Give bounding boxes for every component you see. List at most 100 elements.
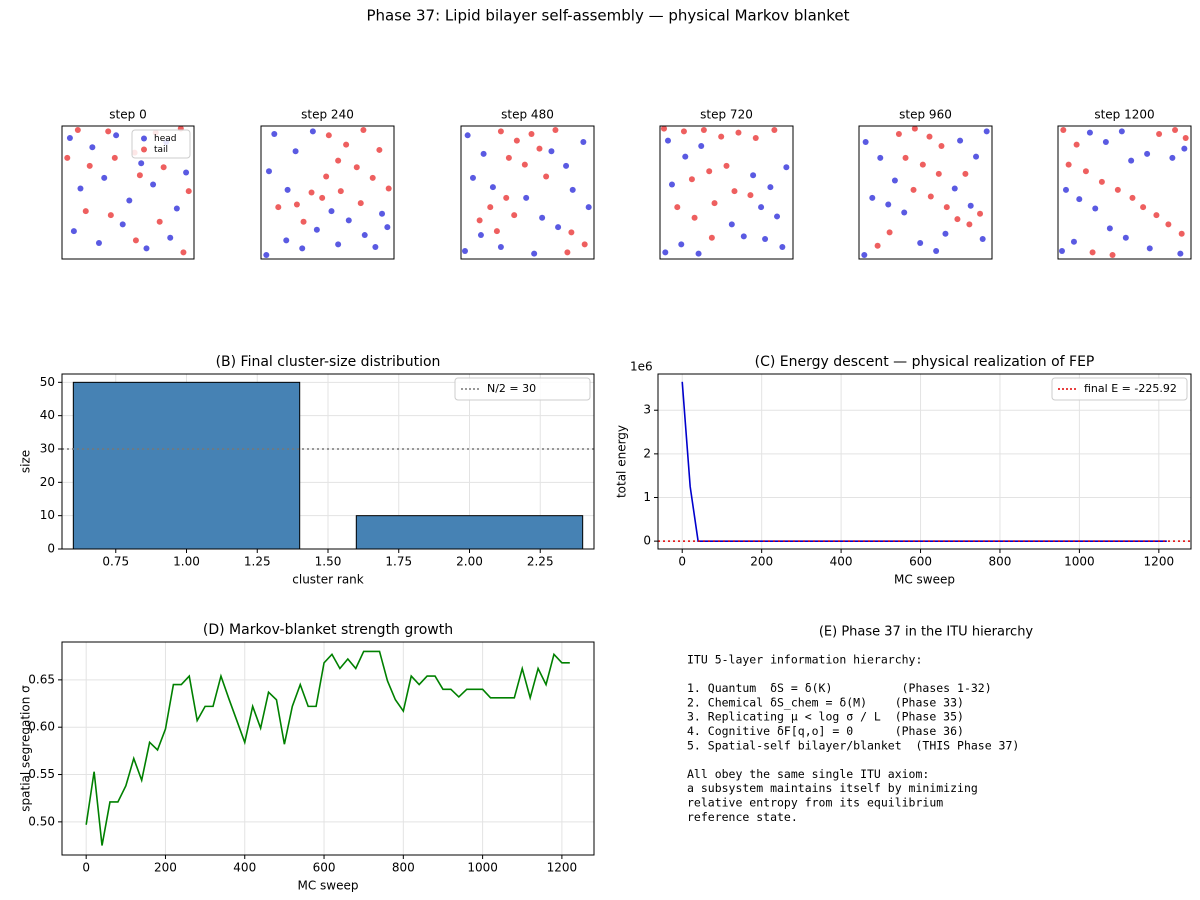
- particle: [66, 134, 73, 141]
- particle: [111, 154, 118, 161]
- particle: [74, 126, 81, 133]
- particle: [664, 137, 671, 144]
- particle: [910, 186, 917, 193]
- particle: [973, 153, 980, 160]
- particle: [357, 200, 364, 207]
- text-line: 3. Replicating μ < log σ / L (Phase 35): [687, 710, 964, 724]
- particle: [750, 172, 757, 179]
- particle: [935, 170, 942, 177]
- axes-frame: [61, 641, 595, 856]
- particle: [335, 241, 342, 248]
- x-tick-label: 200: [154, 861, 177, 875]
- particle: [862, 138, 869, 145]
- y-axis-label: size: [19, 450, 33, 473]
- particle: [523, 194, 530, 201]
- particle: [983, 128, 990, 135]
- x-tick-label: 200: [750, 555, 773, 569]
- y-tick-label: 40: [40, 408, 55, 422]
- particle: [119, 221, 126, 228]
- particle: [1169, 154, 1176, 161]
- text-line: reference state.: [687, 810, 798, 824]
- particle: [319, 194, 326, 201]
- particle: [891, 177, 898, 184]
- particle: [552, 126, 559, 133]
- particle: [64, 154, 71, 161]
- particle: [493, 228, 500, 235]
- particle: [1144, 150, 1151, 157]
- particle: [1178, 230, 1185, 237]
- particle: [902, 154, 909, 161]
- particle: [1181, 145, 1188, 152]
- axis-offset-label: 1e6: [630, 360, 653, 374]
- particle: [1140, 204, 1147, 211]
- particle: [263, 252, 270, 259]
- panel-title: (D) Markov-blanket strength growth: [203, 622, 453, 638]
- particle: [678, 241, 685, 248]
- particle: [293, 201, 300, 208]
- particle: [105, 128, 112, 135]
- y-tick-label: 0.65: [28, 672, 55, 686]
- x-tick-label: 0.75: [102, 555, 129, 569]
- particle: [877, 154, 884, 161]
- particle: [660, 125, 667, 132]
- particle: [353, 164, 360, 171]
- particle: [82, 208, 89, 215]
- particle: [723, 162, 730, 169]
- particle: [1082, 168, 1089, 175]
- x-tick-label: 1.25: [244, 555, 271, 569]
- particle: [86, 162, 93, 169]
- particle: [919, 161, 926, 168]
- particle: [299, 245, 306, 252]
- axes-frame: [1057, 125, 1192, 260]
- particle: [1060, 126, 1067, 133]
- particle: [1118, 128, 1125, 135]
- particle: [503, 194, 510, 201]
- particle: [585, 204, 592, 211]
- y-tick-label: 0.55: [28, 767, 55, 781]
- line: [85, 650, 570, 846]
- particle: [464, 132, 471, 139]
- particle: [927, 193, 934, 200]
- particle: [568, 229, 575, 236]
- particle: [480, 150, 487, 157]
- particle: [132, 237, 139, 244]
- particle: [107, 212, 114, 219]
- legend-marker: [141, 146, 147, 153]
- particle: [183, 169, 190, 176]
- legend-label: tail: [154, 145, 168, 155]
- panel-title: step 720: [700, 108, 753, 122]
- particle: [497, 244, 504, 251]
- particle: [718, 133, 725, 140]
- x-tick-label: 1200: [547, 861, 578, 875]
- particle: [143, 245, 150, 252]
- x-tick-label: 0: [678, 555, 686, 569]
- x-tick-label: 1.50: [315, 555, 342, 569]
- y-tick-label: 0: [643, 534, 651, 548]
- particle: [361, 232, 368, 239]
- particle: [126, 197, 133, 204]
- panel-title: step 960: [899, 108, 952, 122]
- particle: [284, 186, 291, 193]
- particle: [943, 204, 950, 211]
- x-tick-label: 1200: [1144, 555, 1175, 569]
- panel-title: (C) Energy descent — physical realizatio…: [755, 354, 1095, 370]
- particle: [779, 244, 786, 251]
- particle: [1106, 225, 1113, 232]
- particle: [337, 188, 344, 195]
- particle: [1146, 245, 1153, 252]
- particle: [77, 185, 84, 192]
- y-tick-label: 2: [643, 446, 651, 460]
- particle: [283, 237, 290, 244]
- figure-title: Phase 37: Lipid bilayer self-assembly — …: [366, 7, 849, 25]
- particle: [476, 217, 483, 224]
- particle: [1128, 157, 1135, 164]
- particle: [167, 234, 174, 241]
- particle: [740, 233, 747, 240]
- axes-frame: [460, 125, 595, 260]
- particle: [674, 204, 681, 211]
- particle: [513, 137, 520, 144]
- particle: [682, 153, 689, 160]
- particle: [1086, 129, 1093, 136]
- particle: [951, 185, 958, 192]
- particle: [1076, 196, 1083, 203]
